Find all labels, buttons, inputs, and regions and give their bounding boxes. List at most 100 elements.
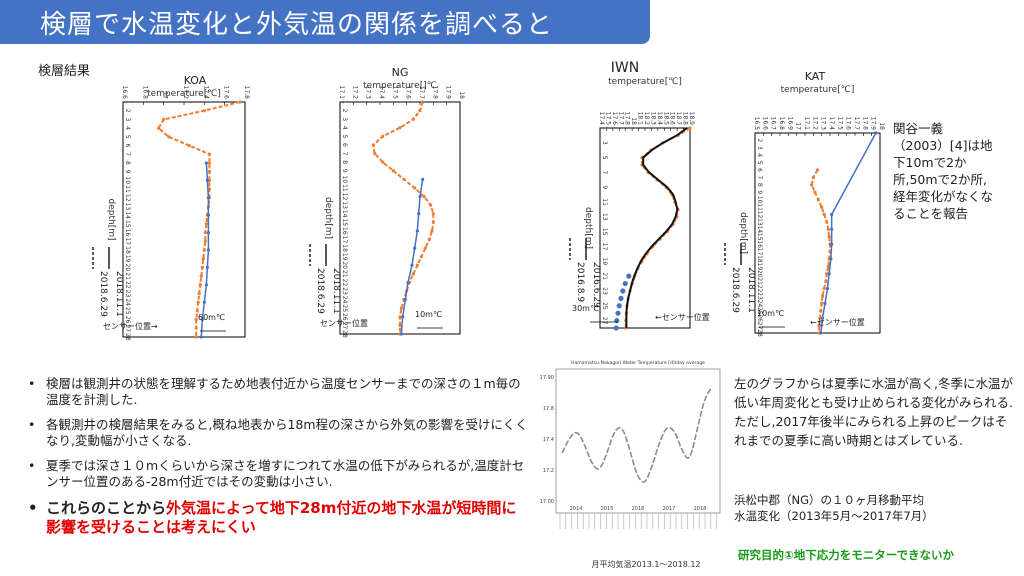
data-point xyxy=(398,315,402,319)
footer-note: 研究目的①地下応力をモニターできないか xyxy=(738,548,955,562)
bullet-item: 各観測井の検層結果をみると,概ね地表から18m程の深さから外気の影響を受けにくく… xyxy=(28,417,528,449)
legend-label: 2018.6.29 xyxy=(315,268,325,314)
y-tick-label: 10 xyxy=(341,176,348,184)
data-point xyxy=(398,323,402,328)
data-point xyxy=(820,205,824,209)
data-point xyxy=(820,301,824,305)
data-point xyxy=(207,161,212,165)
series-line xyxy=(625,127,688,328)
y-tick-label: 7 xyxy=(341,152,348,156)
data-point xyxy=(391,169,395,173)
data-point xyxy=(419,255,423,259)
x-tick-label: 17.2 xyxy=(182,86,189,100)
y-tick-label: 11 xyxy=(601,198,608,206)
plot-frame xyxy=(339,101,461,335)
data-point xyxy=(819,309,823,313)
series-line xyxy=(820,132,877,334)
year-label: 2018 xyxy=(694,506,707,512)
series-line xyxy=(157,101,241,337)
x-tick-label: 16.5 xyxy=(753,117,760,131)
y-tick-label: 26 xyxy=(124,316,131,324)
y-tick-label: 12 xyxy=(124,194,131,202)
data-point xyxy=(403,298,407,302)
slide-title: 検層で水温変化と外気温の関係を調べると xyxy=(40,10,554,40)
y-tick-label: 20 xyxy=(341,261,348,269)
x-tick-label: 17.4 xyxy=(378,86,385,100)
data-point xyxy=(429,203,433,207)
data-point xyxy=(422,194,426,199)
y-tick-label: 17 xyxy=(341,236,348,244)
x-tick-label: 17 xyxy=(795,122,802,130)
profile-chart-ng: NG temperature[]℃ 17.1 17.2 17.3 17.4 17.5 17.6… xyxy=(300,62,495,347)
y-tick-label: 2 xyxy=(124,109,131,113)
data-point xyxy=(830,227,834,231)
y-tick-label: 1 xyxy=(341,100,348,104)
legend-label: 2018.11.1 xyxy=(746,267,756,313)
sensor-annotation: センサー位置→ xyxy=(103,321,158,331)
x-tick-label: 17.4 xyxy=(202,86,209,100)
y-tick-label: 21 xyxy=(756,277,763,285)
y-tick-label: 3 xyxy=(124,117,131,121)
legend-label: 2018.6.29 xyxy=(98,271,108,317)
timeseries-frame xyxy=(555,368,721,514)
profile-chart-koa: KOA temperature[℃] 16.6 16.8 17 17.2 17.4 17.6 1… xyxy=(92,72,285,347)
data-point xyxy=(874,131,878,135)
data-point xyxy=(830,212,834,217)
x-axis-label: temperature[℃] xyxy=(608,77,682,87)
data-point xyxy=(431,220,435,224)
data-point xyxy=(398,126,402,130)
y-tick-label: 22 xyxy=(124,281,131,289)
x-tick-label: 16.7 xyxy=(770,117,777,131)
timeseries-chart: Hamamatsu-Nakagori Water Temperature [d]… xyxy=(534,355,724,574)
x-tick-label: 18.1 xyxy=(637,112,644,126)
caption-line: 水温変化（2013年5月～2017年7月） xyxy=(734,509,934,523)
data-point xyxy=(620,288,626,294)
y-tick-label: 3 xyxy=(341,117,348,121)
data-point xyxy=(402,177,406,181)
data-point xyxy=(202,109,206,113)
y-tick-label: 21 xyxy=(124,272,131,280)
y-tick-label: 17.4 xyxy=(543,437,554,443)
y-tick-label: 28 xyxy=(341,330,348,338)
data-point xyxy=(205,178,209,182)
x-tick-label: 17.8 xyxy=(861,117,868,131)
y-tick-label: 8 xyxy=(756,183,763,187)
data-point xyxy=(413,246,417,250)
data-point xyxy=(204,161,208,165)
data-point xyxy=(815,168,820,172)
data-point xyxy=(810,183,814,187)
data-point xyxy=(187,143,191,148)
data-point xyxy=(688,126,692,130)
x-tick-label: 17.6 xyxy=(611,112,618,126)
sensor-annotation: ←センサー位置 xyxy=(810,317,865,327)
series-line xyxy=(561,386,713,483)
data-point xyxy=(196,300,200,304)
x-tick-label: 18.8 xyxy=(682,112,689,126)
delta-annotation: 30m℃ xyxy=(572,304,599,313)
x-tick-label: 17.6 xyxy=(845,117,852,131)
y-tick-label: 14 xyxy=(756,225,763,233)
y-tick-label: 26 xyxy=(756,314,763,322)
y-tick-label: 10 xyxy=(756,196,763,204)
year-label: 2017 xyxy=(663,506,676,512)
y-tick-label: 17 xyxy=(124,237,131,245)
data-point xyxy=(825,286,830,291)
data-point xyxy=(822,286,826,291)
bullet-item: 検層は観測井の状態を理解するため地表付近から温度センサーまでの深さの１m毎の温度… xyxy=(28,376,528,408)
y-tick-label: 15 xyxy=(601,228,608,236)
data-point xyxy=(238,100,242,104)
legend-label: 2018.11.1 xyxy=(114,271,124,317)
y-tick-label: 20 xyxy=(756,270,763,278)
data-point xyxy=(203,239,207,243)
y-tick-label: 1 xyxy=(601,126,608,130)
x-tick-label: 17.5 xyxy=(836,117,843,131)
data-point xyxy=(401,315,405,319)
data-point xyxy=(418,108,422,113)
y-tick-label: 9 xyxy=(756,190,763,194)
chart-title: KOA xyxy=(184,74,207,87)
data-point xyxy=(829,257,833,261)
year-label: 2016 xyxy=(632,506,645,512)
y-tick-label: 8 xyxy=(341,160,348,164)
x-tick-label: 18.9 xyxy=(688,112,695,126)
x-tick-label: 17.7 xyxy=(853,117,860,131)
